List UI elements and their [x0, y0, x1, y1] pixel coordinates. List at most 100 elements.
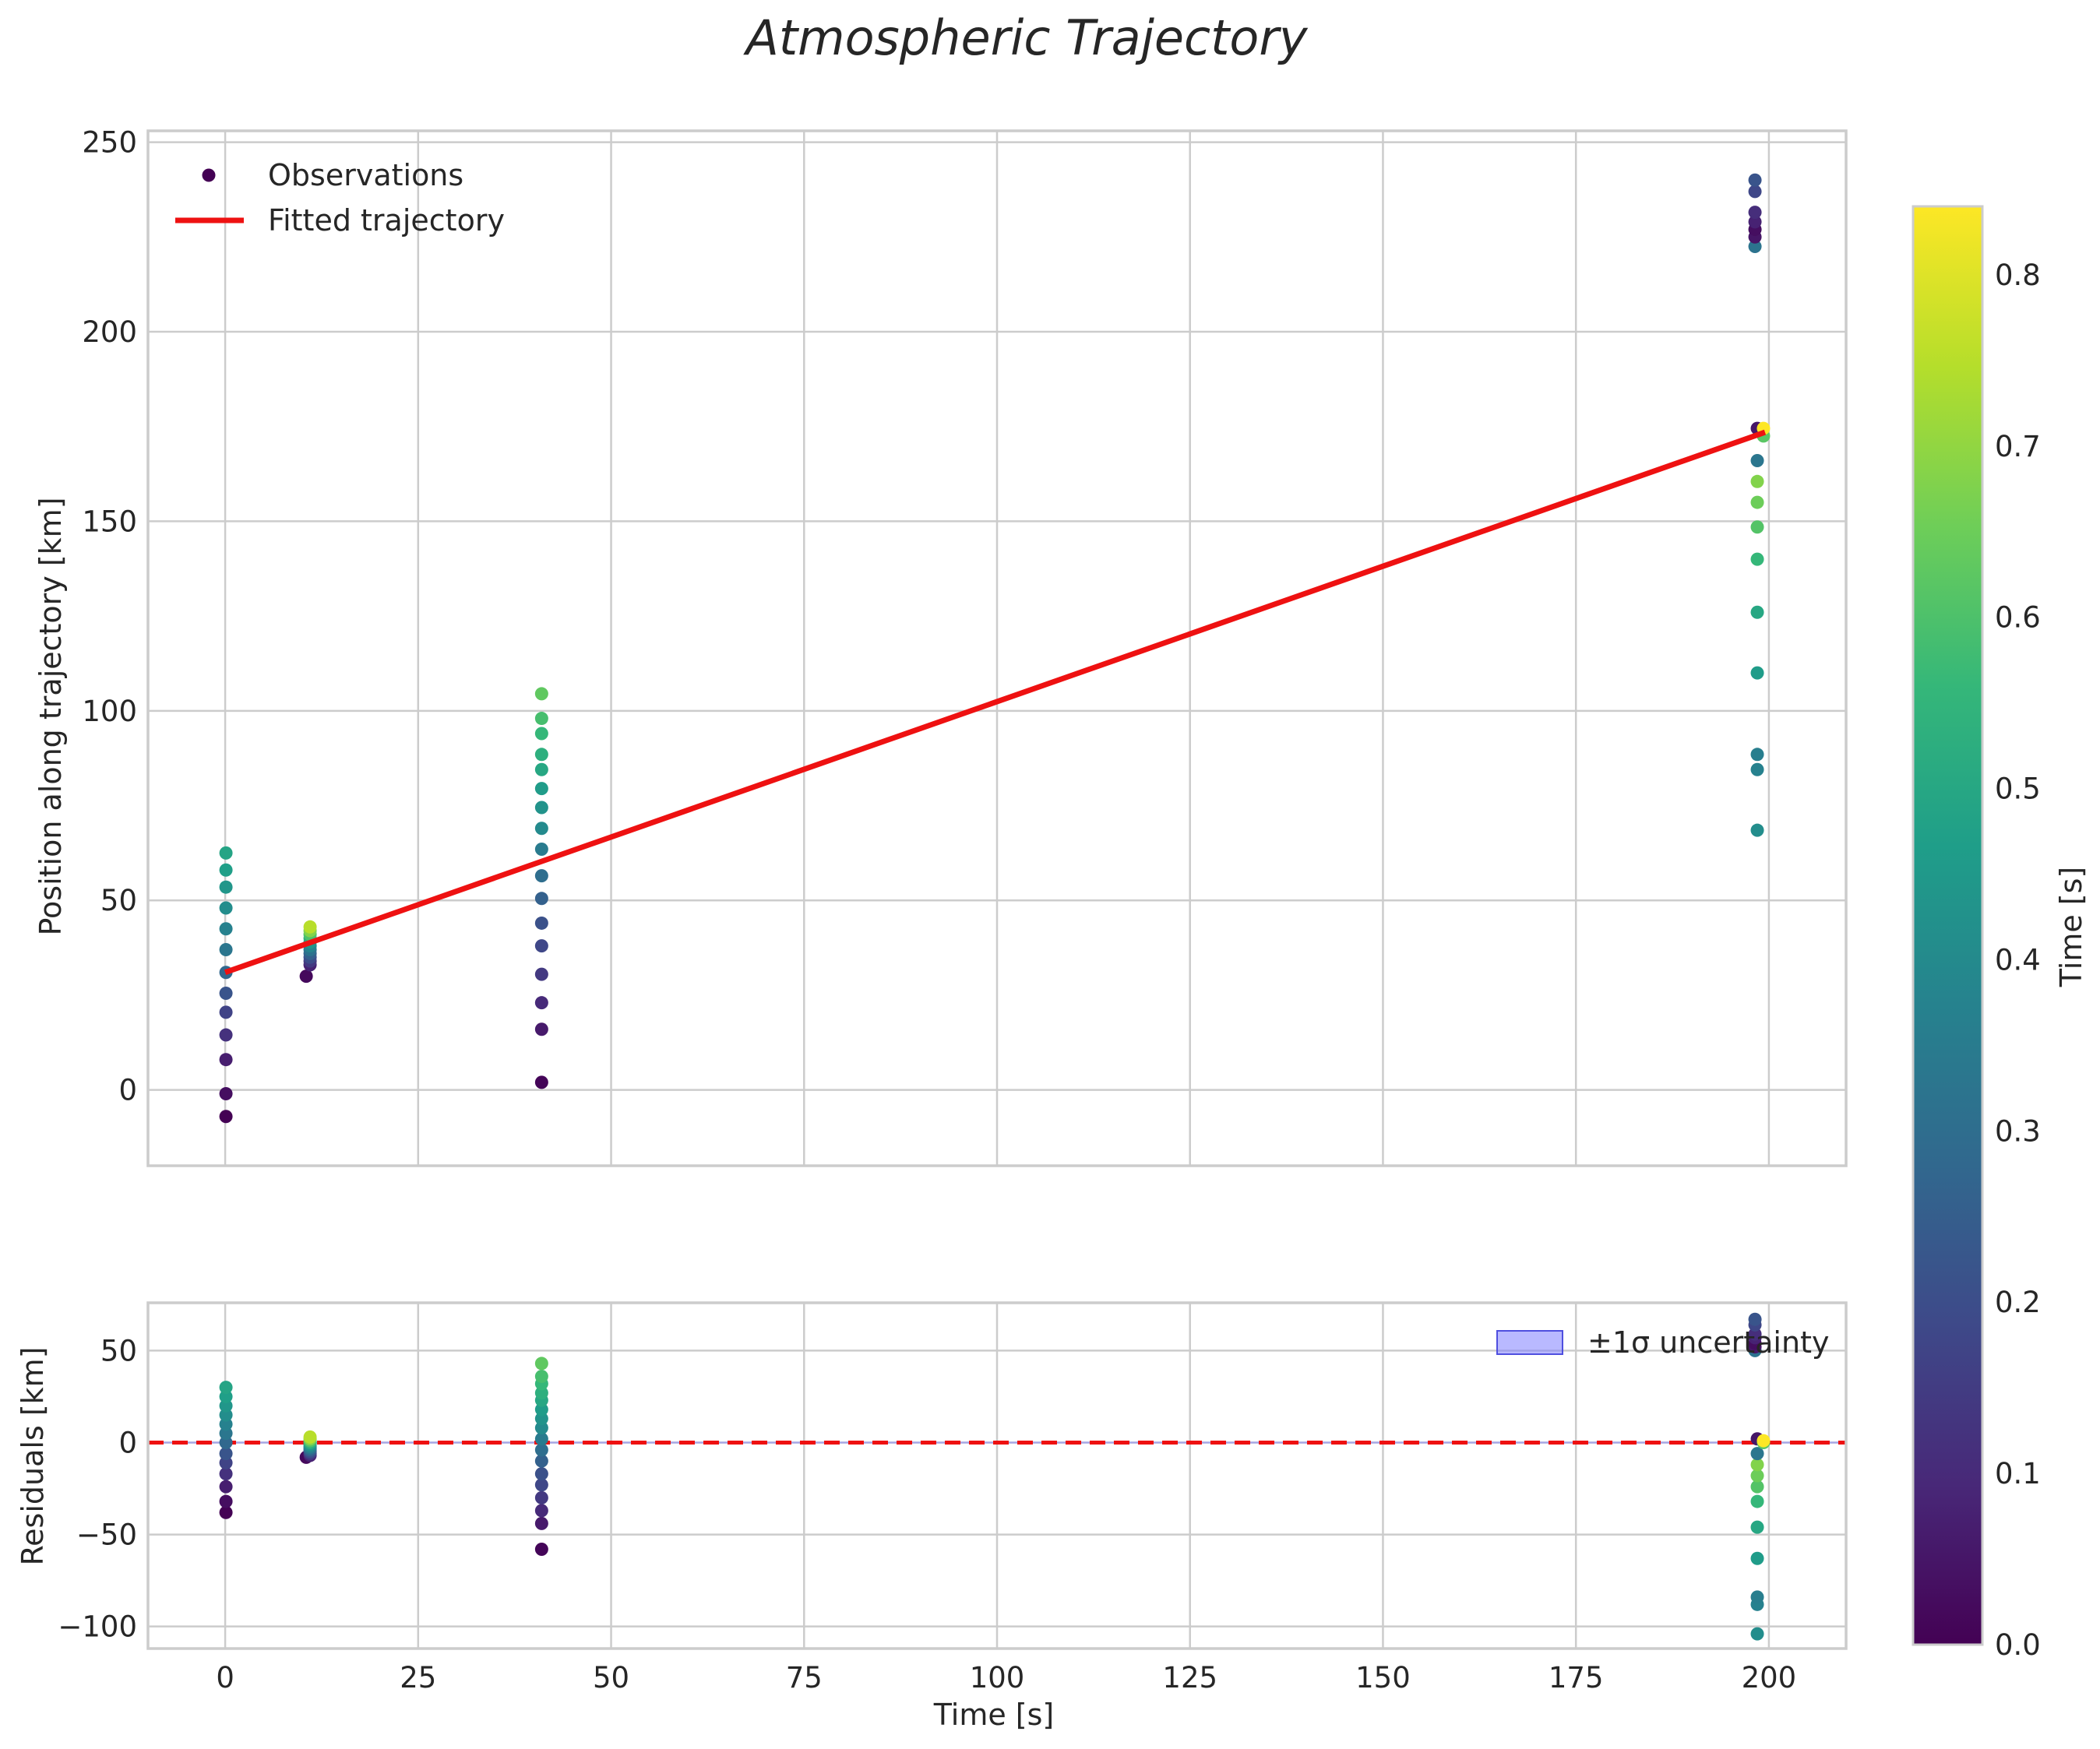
x-tick-label: 50: [593, 1661, 629, 1694]
data-point: [219, 1005, 233, 1019]
data-point: [534, 712, 548, 726]
data-point: [219, 1447, 233, 1461]
trajectory-panel: 0 50 100 150 200 250 Observations Fitted trajec…: [82, 126, 1848, 1167]
data-point: [1750, 454, 1764, 468]
x-tick-label: 125: [1162, 1661, 1217, 1694]
top-ylabel: Position along trajectory [km]: [33, 497, 68, 935]
y-tick-label: 0: [118, 1074, 137, 1107]
data-point: [534, 996, 548, 1010]
y-tick-label: 0: [118, 1426, 137, 1459]
data-point: [219, 1467, 233, 1481]
data-point: [1750, 552, 1764, 566]
y-tick-label: −100: [58, 1610, 137, 1644]
observation-points: [219, 1312, 1771, 1641]
data-point: [534, 1454, 548, 1468]
data-point: [534, 916, 548, 930]
x-tick-label: 175: [1549, 1661, 1604, 1694]
data-point: [1748, 215, 1762, 229]
data-point: [1750, 1480, 1764, 1494]
data-point: [534, 1402, 548, 1416]
data-point: [1748, 185, 1762, 199]
data-point: [1750, 1469, 1764, 1483]
data-point: [534, 822, 548, 836]
data-point: [1748, 1327, 1762, 1341]
data-point: [534, 1443, 548, 1457]
data-point: [534, 939, 548, 953]
data-point: [534, 748, 548, 762]
data-point: [219, 1480, 233, 1494]
data-point: [1748, 1312, 1762, 1326]
data-point: [219, 1435, 233, 1449]
data-point: [219, 1427, 233, 1441]
data-point: [1750, 1458, 1764, 1472]
data-point: [219, 880, 233, 894]
data-point: [1750, 1627, 1764, 1641]
y-tick-label: 250: [82, 126, 137, 160]
colorbar-tick-label: 0.7: [1995, 430, 2041, 463]
data-point: [299, 970, 313, 984]
data-point: [1748, 239, 1762, 253]
data-point: [1750, 666, 1764, 680]
y-tick-label: 150: [82, 505, 137, 538]
data-point: [219, 1408, 233, 1422]
data-point: [219, 846, 233, 860]
fitted-trajectory-line: [224, 429, 1767, 976]
data-point: [534, 1490, 548, 1504]
bottom-plot-frame: [146, 1301, 1848, 1650]
data-point: [219, 1381, 233, 1395]
colorbar-tick-label: 0.2: [1995, 1286, 2041, 1319]
data-point: [534, 843, 548, 857]
data-point: [303, 920, 317, 934]
data-point: [1750, 520, 1764, 534]
colorbar-label: Time [s]: [2054, 867, 2088, 988]
colorbar-tick-label: 0.4: [1995, 943, 2041, 977]
data-point: [534, 1467, 548, 1481]
data-point: [1756, 1434, 1771, 1448]
data-point: [1750, 748, 1764, 762]
data-point: [219, 1087, 233, 1101]
data-point: [219, 1399, 233, 1413]
colorbar-tick-label: 0.0: [1995, 1628, 2041, 1662]
colorbar-tick-label: 0.3: [1995, 1114, 2041, 1148]
colorbar-tick-label: 0.6: [1995, 601, 2041, 635]
legend-label-fit: Fitted trajectory: [268, 203, 505, 238]
legend-marker-uncertainty: [1496, 1330, 1563, 1355]
data-point: [1750, 474, 1764, 488]
data-point: [534, 1386, 548, 1400]
x-tick-label: 200: [1742, 1661, 1797, 1694]
data-point: [534, 687, 548, 701]
data-point: [534, 1421, 548, 1435]
x-tick-label: 25: [400, 1661, 436, 1694]
data-point: [534, 1357, 548, 1371]
chart-title: Atmospheric Trajectory: [742, 9, 1308, 66]
top-legend: Observations Fitted trajectory: [175, 158, 505, 238]
data-point: [534, 1504, 548, 1518]
data-point: [534, 1075, 548, 1089]
data-point: [534, 869, 548, 883]
colorbar-frame: [1911, 205, 1984, 1646]
data-point: [534, 1516, 548, 1530]
x-tick-label: 150: [1355, 1661, 1411, 1694]
data-point: [219, 901, 233, 915]
data-point: [534, 892, 548, 906]
data-point: [534, 762, 548, 776]
legend-label-uncertainty: ±1σ uncertainty: [1587, 1325, 1829, 1360]
data-point: [534, 1369, 548, 1383]
data-point: [219, 1455, 233, 1469]
data-point: [534, 967, 548, 981]
residuals-panel: 0 25 50 75 100 125 150 175 200 −100 −50 0 50 ±1σ unce…: [58, 1301, 1848, 1694]
y-tick-label: 50: [100, 1334, 137, 1367]
data-point: [534, 801, 548, 815]
data-point: [534, 1022, 548, 1036]
y-tick-label: 200: [82, 315, 137, 349]
data-point: [219, 1389, 233, 1403]
colorbar-gradient-bar: [1913, 206, 1982, 1645]
data-point: [1750, 495, 1764, 509]
data-point: [219, 863, 233, 877]
data-point: [219, 1053, 233, 1067]
data-point: [534, 1542, 548, 1556]
data-point: [1750, 1520, 1764, 1534]
data-point: [534, 782, 548, 796]
data-point: [219, 1505, 233, 1519]
